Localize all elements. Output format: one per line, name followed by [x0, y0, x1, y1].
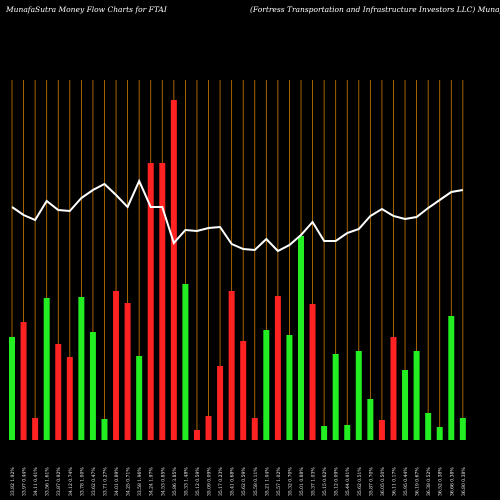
- x-tick-label: 35.44 0.91%: [345, 467, 351, 496]
- bar: [193, 430, 200, 440]
- bar: [309, 304, 316, 440]
- bar: [182, 284, 189, 440]
- x-tick-label: 34.24 1.97%: [149, 467, 155, 496]
- x-tick-label: 36.80 0.38%: [461, 467, 467, 496]
- x-tick-label: 36.66 0.38%: [449, 467, 455, 496]
- x-tick-label: 35.09 0.09%: [207, 467, 213, 496]
- bar: [159, 163, 166, 440]
- x-tick-label: 35.37 1.03%: [311, 467, 317, 496]
- x-tick-label: 33.58 1.96%: [137, 467, 143, 496]
- x-tick-label: 33.71 0.27%: [102, 467, 108, 496]
- x-tick-label: 35.87 0.70%: [368, 467, 374, 496]
- bar: [367, 399, 374, 440]
- bar: [378, 420, 385, 440]
- bar: [413, 351, 420, 440]
- x-tick-label: 35.17 0.23%: [218, 467, 224, 496]
- x-tick-label: 33.97 0.44%: [22, 467, 28, 496]
- x-tick-label: 34.01 0.89%: [114, 467, 120, 496]
- x-tick-label: 35.32 0.70%: [287, 467, 293, 496]
- money-flow-line: [11, 178, 464, 253]
- bar: [124, 303, 131, 440]
- bar: [147, 163, 154, 440]
- x-tick-label: 36.52 0.38%: [438, 467, 444, 496]
- bar: [286, 335, 293, 440]
- chart-title: MunafaSutra Money Flow Charts for FTAI: [5, 5, 168, 14]
- x-tick-label: 35.62 0.59%: [241, 467, 247, 496]
- x-tick-label: 34.12 0.74%: [68, 467, 74, 496]
- bar: [251, 418, 258, 440]
- bar: [332, 354, 339, 440]
- bar: [228, 291, 235, 440]
- x-tick-label: 35.33 1.48%: [183, 467, 189, 496]
- bar: [20, 322, 27, 440]
- bar: [425, 413, 432, 440]
- bar: [66, 357, 73, 440]
- bar: [136, 356, 143, 440]
- x-tick-label: 34.53 0.85%: [160, 467, 166, 496]
- bar: [263, 330, 270, 440]
- x-tick-label: 35.15 0.62%: [322, 467, 328, 496]
- x-tick-label: 33.87 0.92%: [56, 467, 62, 496]
- x-tick-label: 34.11 0.41%: [33, 467, 39, 496]
- x-tick-label: 35.57 1.02%: [276, 467, 282, 496]
- x-tick-label: 35.21 1.04%: [264, 467, 270, 496]
- x-tick-label: 35.58 0.11%: [253, 467, 259, 496]
- chart-subtitle: (Fortress Transportation and Infrastruct…: [250, 5, 500, 14]
- x-tick-label: 35.01 0.88%: [299, 467, 305, 496]
- x-tick-label: 35.95 0.44%: [403, 467, 409, 496]
- x-tick-label: 35.12 0.09%: [334, 467, 340, 496]
- x-tick-label: 35.12 0.59%: [195, 467, 201, 496]
- x-tick-label: 33.82 1.92%: [10, 467, 16, 496]
- bar: [436, 427, 443, 440]
- bar: [459, 418, 466, 440]
- bar: [89, 332, 96, 440]
- x-tick-label: 36.05 0.50%: [380, 467, 386, 496]
- bar: [55, 344, 62, 440]
- x-tick-label: 35.41 0.68%: [230, 467, 236, 496]
- x-tick-label: 34.25 0.71%: [126, 467, 132, 496]
- bar: [43, 298, 50, 440]
- bar: [78, 297, 85, 440]
- bar: [205, 416, 212, 440]
- x-tick-label: 35.86 3.85%: [172, 467, 178, 496]
- x-tick-label: 35.62 0.51%: [357, 467, 363, 496]
- bar: [9, 337, 15, 440]
- x-tick-label: 36.19 0.67%: [415, 467, 421, 496]
- bar: [274, 296, 281, 440]
- bar: [170, 100, 177, 440]
- x-tick-label: 36.11 0.17%: [391, 467, 397, 496]
- bar: [402, 370, 409, 440]
- bar: [113, 291, 120, 440]
- bar: [355, 351, 362, 440]
- bar: [390, 337, 397, 440]
- bar: [101, 419, 108, 440]
- x-tick-label: 36.38 0.52%: [426, 467, 432, 496]
- x-tick-label: 33.78 1.00%: [79, 467, 85, 496]
- x-tick-label: 33.56 1.61%: [45, 467, 51, 496]
- bar: [344, 425, 351, 440]
- bar: [448, 316, 455, 440]
- bar: [298, 236, 304, 440]
- bar: [321, 426, 328, 440]
- bar: [32, 418, 39, 440]
- bar: [240, 341, 247, 440]
- bar: [217, 366, 224, 440]
- x-tick-label: 33.62 0.47%: [91, 467, 97, 496]
